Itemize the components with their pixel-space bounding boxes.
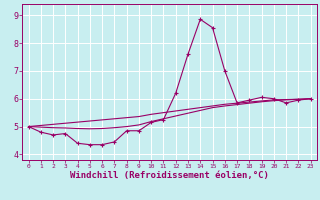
X-axis label: Windchill (Refroidissement éolien,°C): Windchill (Refroidissement éolien,°C) xyxy=(70,171,269,180)
